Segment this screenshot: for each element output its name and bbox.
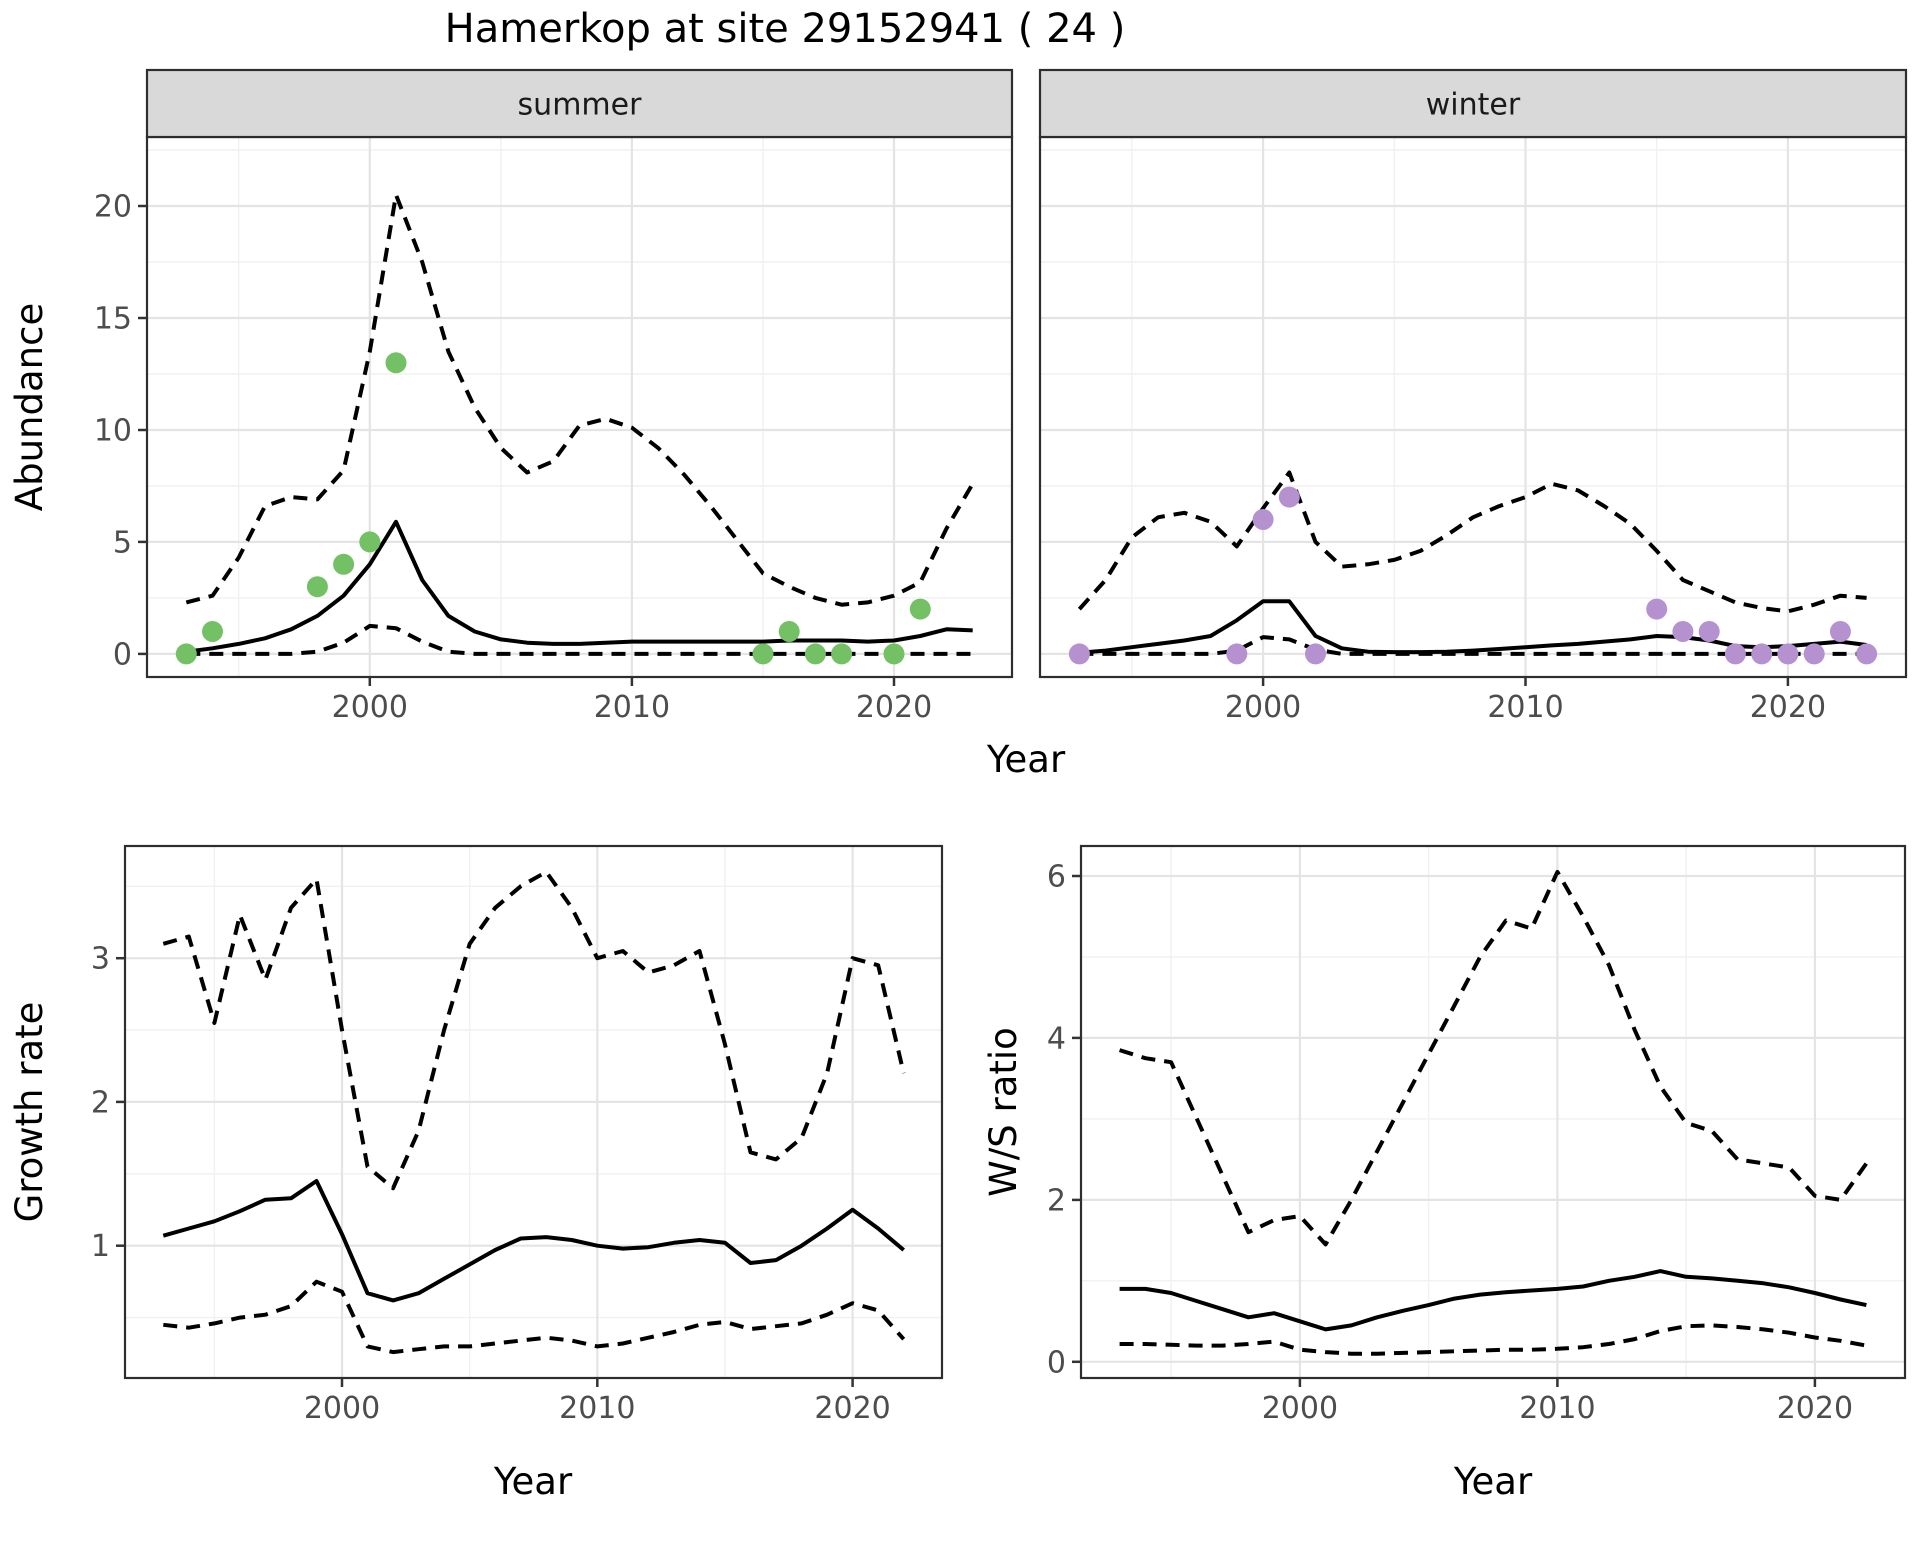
y-tick-label: 0 <box>1047 1345 1066 1380</box>
x-tick-label: 2000 <box>304 1391 380 1426</box>
data-point <box>1751 643 1773 665</box>
x-tick-label: 2020 <box>814 1391 890 1426</box>
data-point <box>175 643 197 665</box>
axis-title-year-top: Year <box>986 738 1066 781</box>
series-median-fit-line <box>186 519 973 654</box>
y-tick-label: 2 <box>91 1085 110 1120</box>
series-lower-ci-line <box>1079 635 1867 656</box>
panel-border <box>1079 844 1907 1380</box>
data-point <box>1226 643 1248 665</box>
axis-title-year-growth: Year <box>493 1460 573 1503</box>
y-tick-label: 5 <box>113 525 132 560</box>
x-tick-label: 2000 <box>1262 1391 1338 1426</box>
x-tick-label: 2020 <box>1777 1391 1853 1426</box>
y-tick-label: 1 <box>91 1229 110 1264</box>
y-tick-label: 15 <box>94 302 132 337</box>
y-tick-label: 0 <box>113 637 132 672</box>
data-point <box>1698 621 1720 642</box>
data-point <box>1305 643 1326 665</box>
panel-abundance_winter <box>1040 137 1906 677</box>
data-point <box>1777 643 1799 665</box>
axis-title-ws-ratio: W/S ratio <box>982 1027 1025 1197</box>
data-point <box>883 643 905 665</box>
axis-title-year-ws: Year <box>1453 1460 1533 1503</box>
data-point <box>1646 598 1668 620</box>
panel-abundance_summer <box>147 137 1012 677</box>
axis-title-abundance: Abundance <box>8 303 51 511</box>
y-tick-label: 20 <box>94 190 132 225</box>
facet-strip-summer <box>145 68 1014 139</box>
data-point <box>909 598 931 620</box>
series-upper-ci-line <box>162 869 906 1191</box>
data-point <box>1856 643 1878 665</box>
panel-growth_rate <box>125 846 942 1378</box>
data-point <box>752 643 774 665</box>
x-tick-label: 2020 <box>1750 690 1826 725</box>
data-point <box>1252 509 1274 530</box>
facet-label-winter: winter <box>1426 87 1521 122</box>
facet-strip-winter <box>1038 68 1908 139</box>
data-point <box>333 553 355 575</box>
series-lower-ci-line <box>163 1279 906 1355</box>
data-point <box>1803 643 1825 665</box>
x-tick-label: 2020 <box>856 690 932 725</box>
facet-label-summer: summer <box>518 87 643 122</box>
series-median-fit-line <box>162 1179 905 1303</box>
data-point <box>804 643 826 665</box>
y-tick-label: 2 <box>1047 1183 1066 1218</box>
panel-ws_ratio <box>1081 846 1905 1378</box>
data-point <box>1672 621 1694 642</box>
x-tick-label: 2010 <box>1487 690 1563 725</box>
data-point <box>1278 486 1300 508</box>
data-point <box>385 352 407 374</box>
series-median-fit-line <box>1119 1269 1867 1332</box>
data-point <box>1724 643 1746 665</box>
data-point <box>778 621 800 642</box>
x-tick-label: 2000 <box>1225 690 1301 725</box>
data-point <box>1829 621 1851 642</box>
x-tick-label: 2010 <box>559 1391 635 1426</box>
y-tick-label: 10 <box>94 414 132 449</box>
axis-title-growth-rate: Growth rate <box>8 1002 51 1223</box>
data-point <box>1068 643 1090 665</box>
data-point <box>831 643 853 665</box>
plot-title: Hamerkop at site 29152941 ( 24 ) <box>444 6 1126 52</box>
x-tick-label: 2000 <box>332 690 408 725</box>
data-point <box>306 576 328 598</box>
x-tick-label: 2010 <box>1519 1391 1595 1426</box>
y-tick-label: 4 <box>1047 1021 1066 1056</box>
x-tick-label: 2010 <box>594 690 670 725</box>
series-upper-ci-line <box>185 192 975 607</box>
y-tick-label: 6 <box>1047 860 1066 895</box>
panel-border <box>123 844 944 1380</box>
series-lower-ci-line <box>1119 1323 1867 1356</box>
data-point <box>202 621 223 642</box>
series-upper-ci-line <box>1077 470 1867 614</box>
data-point <box>359 531 381 553</box>
y-tick-label: 3 <box>91 942 110 977</box>
